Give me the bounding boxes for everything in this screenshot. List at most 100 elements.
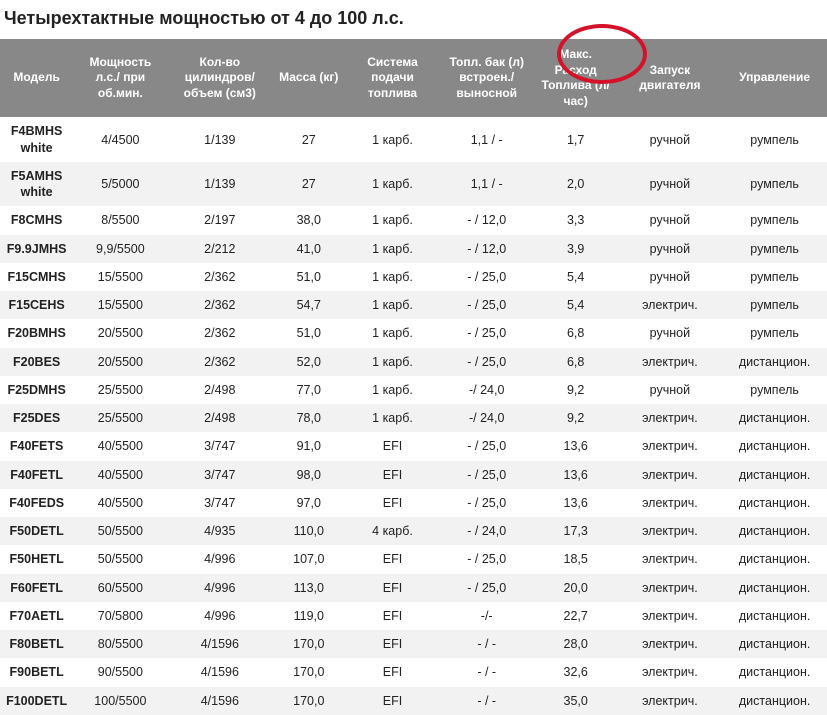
table-row: F20BES20/55002/36252,01 карб.- / 25,06,8… [0,348,827,376]
data-cell: электрич. [618,687,723,715]
data-cell: электрич. [618,545,723,573]
data-cell: 1 карб. [345,117,439,162]
data-cell: 170,0 [272,687,345,715]
data-cell: 3,9 [534,235,618,263]
data-cell: электрич. [618,461,723,489]
data-cell: 2/498 [167,376,272,404]
col-header-4: Система подачи топлива [345,39,439,117]
data-cell: 4/996 [167,602,272,630]
table-row: F50HETL50/55004/996107,0EFI- / 25,018,5э… [0,545,827,573]
data-cell: EFI [345,545,439,573]
data-cell: румпель [722,162,827,207]
data-cell: ручной [618,263,723,291]
data-cell: 170,0 [272,630,345,658]
data-cell: 2/212 [167,235,272,263]
data-cell: дистанцион. [722,461,827,489]
data-cell: ручной [618,319,723,347]
data-cell: румпель [722,206,827,234]
data-cell: электрич. [618,404,723,432]
data-cell: - / 25,0 [440,291,534,319]
data-cell: дистанцион. [722,602,827,630]
data-cell: электрич. [618,630,723,658]
data-cell: 35,0 [534,687,618,715]
data-cell: 40/5500 [73,432,167,460]
data-cell: 2/362 [167,291,272,319]
data-cell: 4/1596 [167,687,272,715]
data-cell: 4 карб. [345,517,439,545]
data-cell: 119,0 [272,602,345,630]
data-cell: 2,0 [534,162,618,207]
data-cell: 77,0 [272,376,345,404]
data-cell: 91,0 [272,432,345,460]
data-cell: дистанцион. [722,404,827,432]
data-cell: 25/5500 [73,376,167,404]
data-cell: - / 12,0 [440,235,534,263]
data-cell: 1 карб. [345,376,439,404]
data-cell: 1,7 [534,117,618,162]
data-cell: 13,6 [534,432,618,460]
model-cell: F15CMHS [0,263,73,291]
table-row: F15CEHS15/55002/36254,71 карб.- / 25,05,… [0,291,827,319]
data-cell: 2/362 [167,319,272,347]
model-cell: F8CMHS [0,206,73,234]
data-cell: - / 12,0 [440,206,534,234]
data-cell: 1 карб. [345,291,439,319]
table-row: F8CMHS8/55002/19738,01 карб.- / 12,03,3р… [0,206,827,234]
data-cell: 28,0 [534,630,618,658]
model-cell: F15CEHS [0,291,73,319]
data-cell: 52,0 [272,348,345,376]
model-cell: F40FETS [0,432,73,460]
data-cell: 51,0 [272,319,345,347]
model-cell: F90BETL [0,658,73,686]
data-cell: 78,0 [272,404,345,432]
data-cell: 20/5500 [73,319,167,347]
data-cell: EFI [345,574,439,602]
col-header-3: Масса (кг) [272,39,345,117]
data-cell: 80/5500 [73,630,167,658]
col-header-7: Запуск двигателя [618,39,723,117]
data-cell: 2/362 [167,348,272,376]
model-cell: F20BES [0,348,73,376]
model-cell: F25DMHS [0,376,73,404]
data-cell: EFI [345,602,439,630]
data-cell: дистанцион. [722,687,827,715]
table-row: F90BETL90/55004/1596170,0EFI- / -32,6эле… [0,658,827,686]
table-row: F70AETL70/58004/996119,0EFI-/-22,7электр… [0,602,827,630]
data-cell: 22,7 [534,602,618,630]
data-cell: - / 25,0 [440,432,534,460]
data-cell: -/ 24,0 [440,376,534,404]
data-cell: - / 25,0 [440,263,534,291]
data-cell: 110,0 [272,517,345,545]
table-row: F9.9JMHS9,9/55002/21241,01 карб.- / 12,0… [0,235,827,263]
data-cell: румпель [722,117,827,162]
model-cell: F9.9JMHS [0,235,73,263]
data-cell: 38,0 [272,206,345,234]
model-cell: F100DETL [0,687,73,715]
data-cell: электрич. [618,658,723,686]
data-cell: 4/1596 [167,630,272,658]
data-cell: ручной [618,162,723,207]
data-cell: 3/747 [167,489,272,517]
data-cell: 2/197 [167,206,272,234]
data-cell: 18,5 [534,545,618,573]
data-cell: - / 25,0 [440,574,534,602]
table-row: F15CMHS15/55002/36251,01 карб.- / 25,05,… [0,263,827,291]
model-cell: F25DES [0,404,73,432]
data-cell: 15/5500 [73,291,167,319]
data-cell: - / 25,0 [440,461,534,489]
table-row: F40FETS40/55003/74791,0EFI- / 25,013,6эл… [0,432,827,460]
data-cell: 2/362 [167,263,272,291]
model-cell: F40FEDS [0,489,73,517]
data-cell: 20,0 [534,574,618,602]
data-cell: 1 карб. [345,263,439,291]
table-row: F40FEDS40/55003/74797,0EFI- / 25,013,6эл… [0,489,827,517]
data-cell: румпель [722,235,827,263]
data-cell: электрич. [618,517,723,545]
page-title: Четырехтактные мощностью от 4 до 100 л.с… [0,0,827,39]
data-cell: 98,0 [272,461,345,489]
data-cell: 51,0 [272,263,345,291]
data-cell: дистанцион. [722,517,827,545]
table-row: F20BMHS20/55002/36251,01 карб.- / 25,06,… [0,319,827,347]
data-cell: 27 [272,117,345,162]
data-cell: 15/5500 [73,263,167,291]
